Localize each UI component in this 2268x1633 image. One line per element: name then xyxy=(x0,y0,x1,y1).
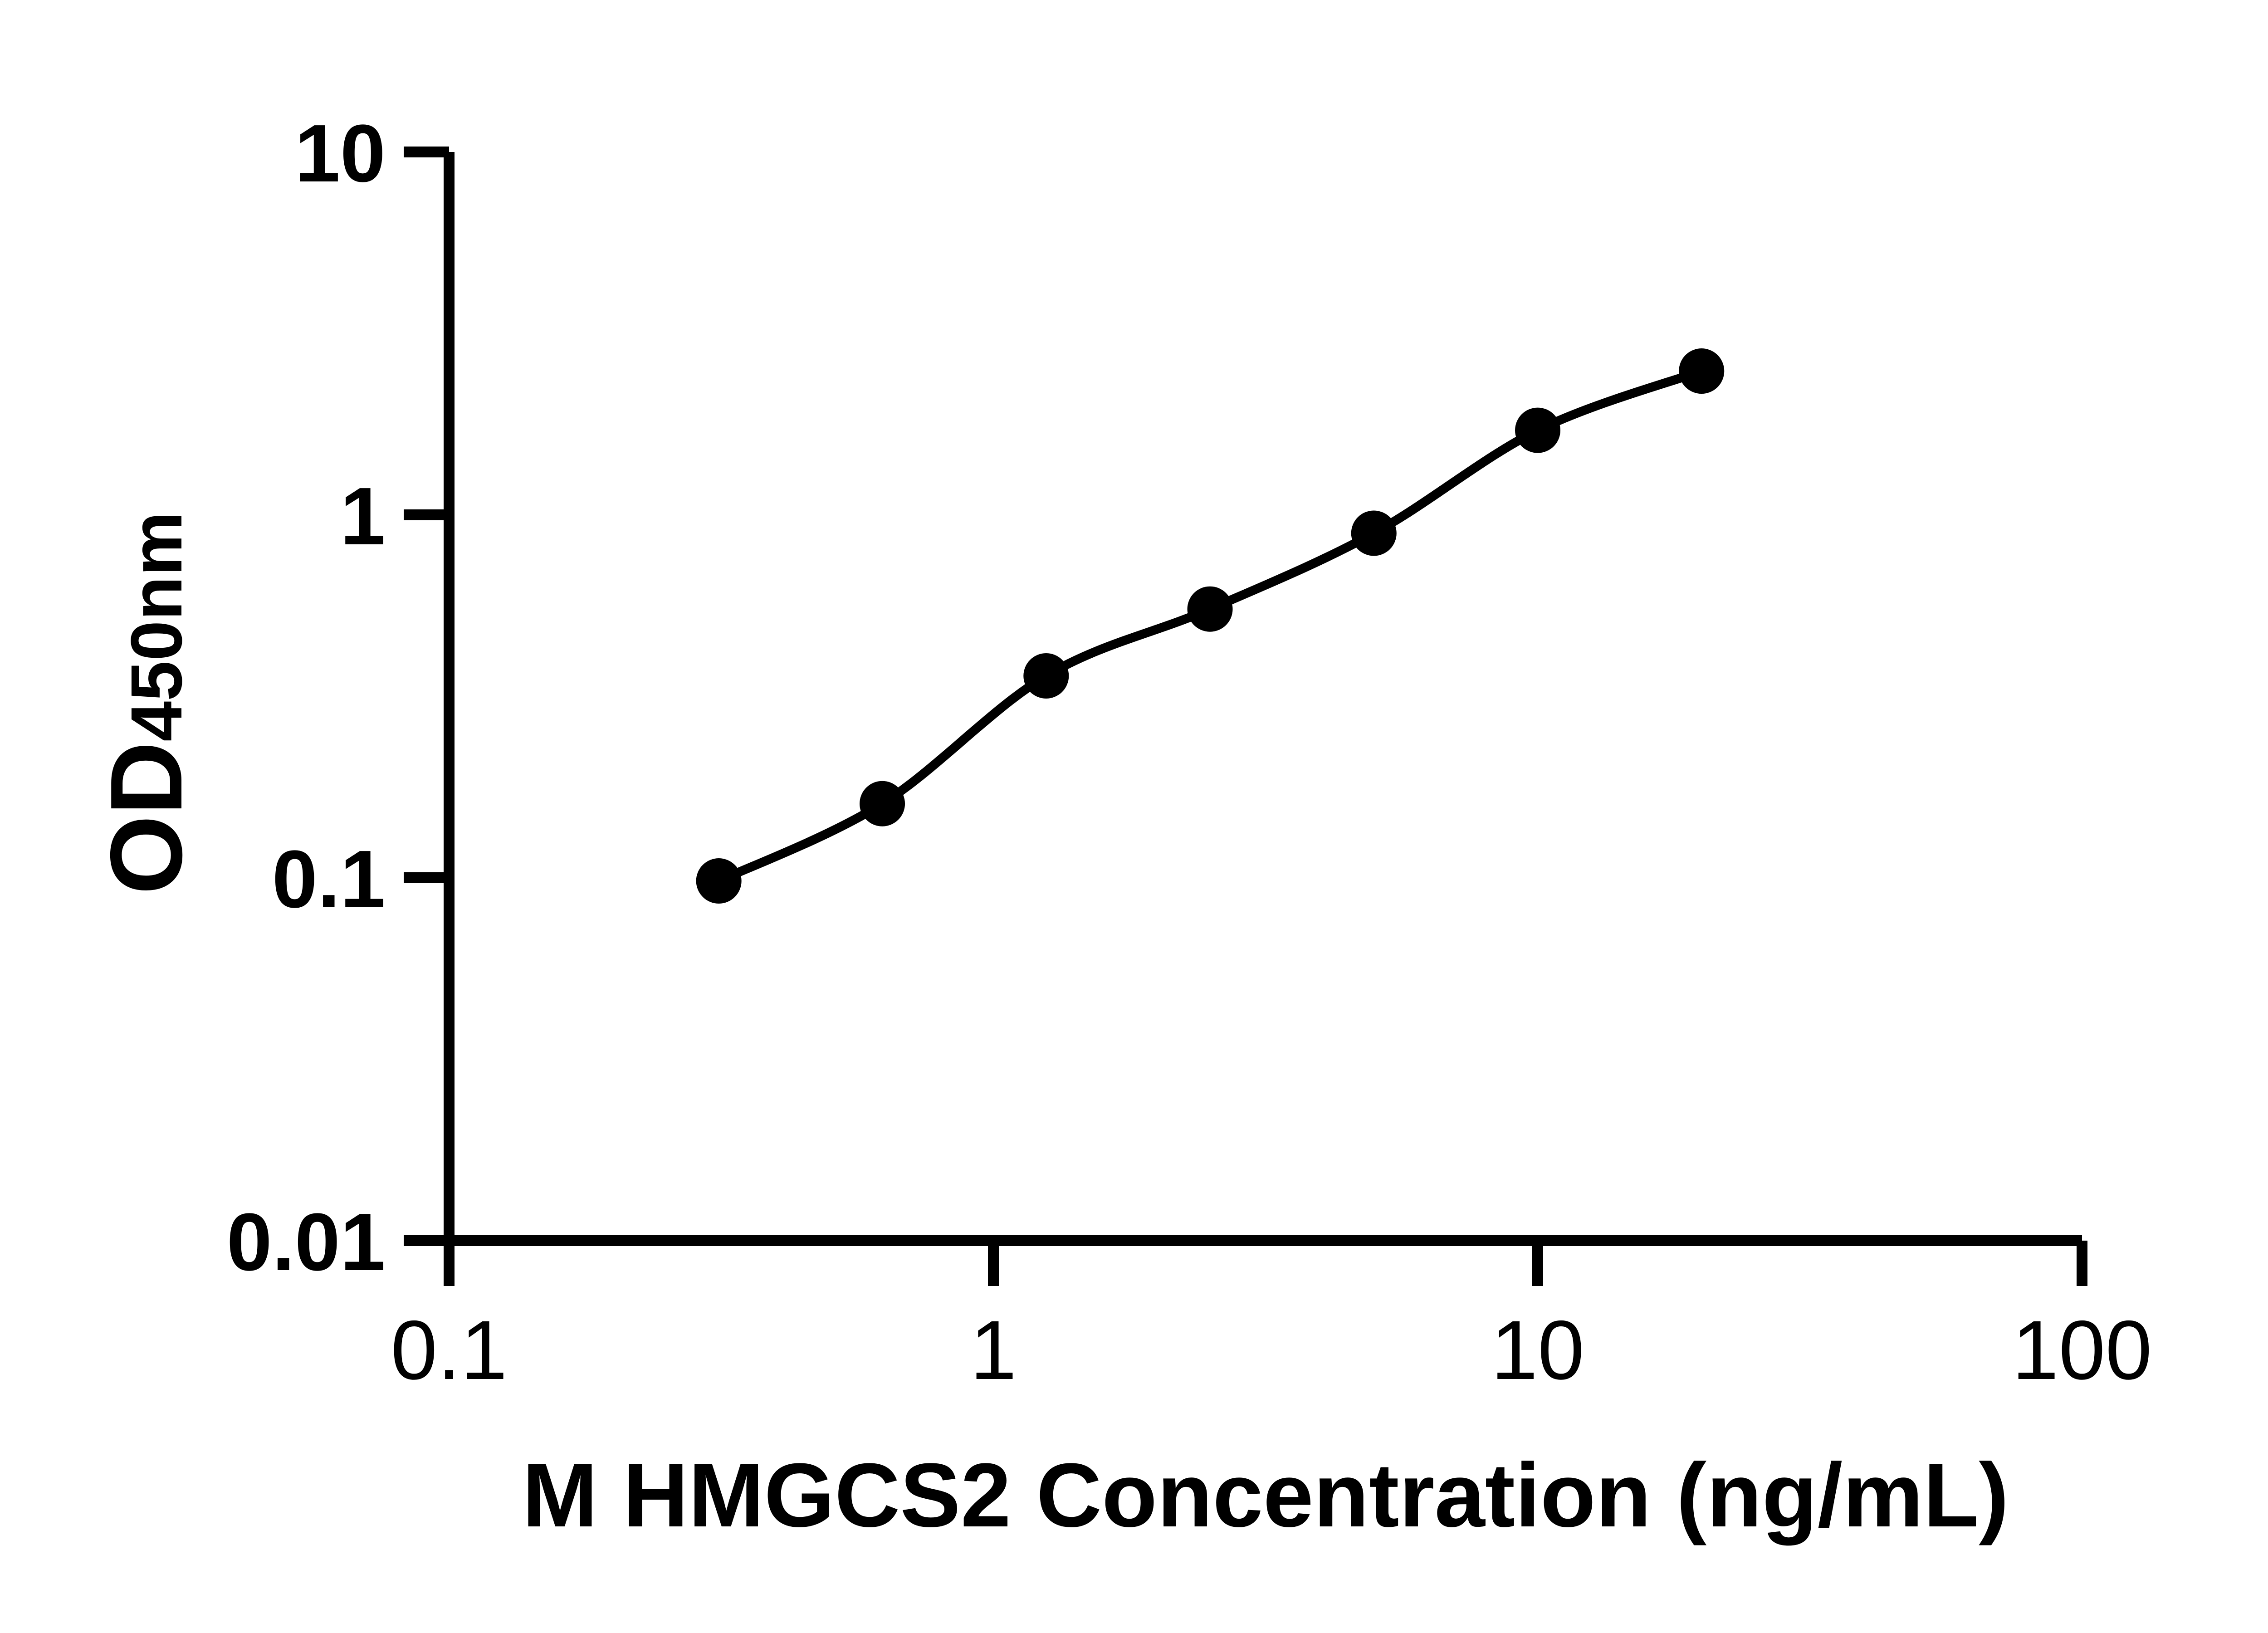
x-tick-label: 10 xyxy=(1491,1304,1584,1397)
x-axis-title: M HMGCS2 Concentration (ng/mL) xyxy=(522,1445,2009,1546)
data-point xyxy=(1679,348,1725,394)
y-axis-title: OD450nm xyxy=(89,512,203,895)
axes-spine xyxy=(444,152,2082,1246)
data-point xyxy=(1187,586,1233,632)
data-point xyxy=(1351,510,1397,556)
data-point xyxy=(696,858,742,904)
x-tick-label: 0.1 xyxy=(391,1304,507,1397)
y-tick-label: 0.1 xyxy=(272,834,386,925)
y-tick-label: 10 xyxy=(295,108,386,199)
y-tick-label: 1 xyxy=(340,471,386,562)
y-axis-title-sub: 450nm xyxy=(116,512,197,742)
data-point xyxy=(1515,407,1560,453)
y-axis-title-main: OD xyxy=(89,742,203,895)
x-tick-label: 1 xyxy=(970,1304,1017,1397)
data-point xyxy=(1023,653,1069,699)
x-tick-label: 100 xyxy=(2012,1304,2152,1397)
data-point xyxy=(860,781,905,826)
y-tick-label: 0.01 xyxy=(227,1197,386,1288)
